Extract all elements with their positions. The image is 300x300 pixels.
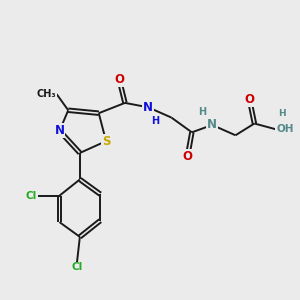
Text: Cl: Cl xyxy=(26,190,37,201)
Text: N: N xyxy=(207,118,217,131)
Text: N: N xyxy=(143,101,153,114)
Text: H: H xyxy=(152,116,160,126)
Text: O: O xyxy=(182,150,193,163)
Text: Cl: Cl xyxy=(71,262,82,272)
Text: H: H xyxy=(198,107,206,117)
Text: N: N xyxy=(55,124,64,137)
Text: O: O xyxy=(114,73,124,86)
Text: OH: OH xyxy=(276,124,294,134)
Text: O: O xyxy=(244,93,254,106)
Text: H: H xyxy=(278,109,286,118)
Text: CH₃: CH₃ xyxy=(37,89,57,99)
Text: S: S xyxy=(102,135,110,148)
